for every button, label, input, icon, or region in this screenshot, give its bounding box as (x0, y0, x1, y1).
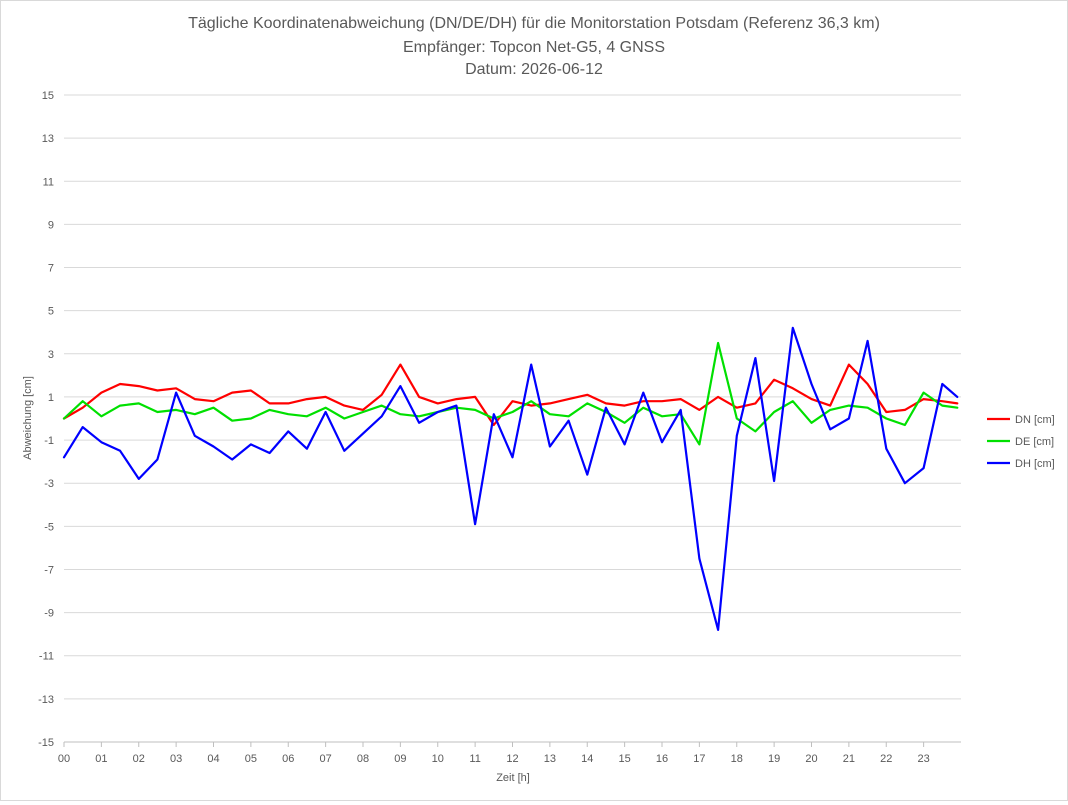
x-tick-label: 19 (768, 753, 780, 765)
x-tick-label: 00 (58, 753, 70, 765)
y-axis-title: Abweichung [cm] (22, 376, 34, 460)
x-tick-label: 09 (394, 753, 406, 765)
series-line-dh (62, 326, 959, 632)
y-tick-label: 9 (48, 219, 54, 231)
y-tick-label: 5 (48, 306, 54, 318)
x-tick-label: 06 (282, 753, 294, 765)
x-tick-label: 02 (133, 753, 145, 765)
x-tick-label: 10 (432, 753, 444, 765)
x-tick-label: 20 (805, 753, 817, 765)
series-line-dn (62, 363, 959, 427)
y-tick-label: 11 (43, 176, 54, 188)
y-tick-label: -15 (38, 737, 54, 749)
series-line-de (62, 341, 959, 446)
y-tick-label: -9 (44, 608, 54, 620)
x-axis-title: Zeit [h] (496, 772, 530, 784)
x-tick-label: 22 (880, 753, 892, 765)
x-tick-label: 14 (581, 753, 593, 765)
y-tick-label: -1 (44, 435, 54, 447)
y-tick-label: 3 (48, 349, 54, 361)
x-tick-label: 16 (656, 753, 668, 765)
series-lines (62, 326, 959, 632)
x-tick-label: 01 (95, 753, 107, 765)
legend-label-de: DE [cm] (1015, 436, 1054, 448)
x-tick-label: 17 (693, 753, 705, 765)
y-tick-label: 13 (42, 133, 54, 145)
y-tick-label: -13 (38, 694, 54, 706)
y-tick-label: 15 (42, 90, 54, 102)
y-tick-label: 7 (48, 263, 54, 275)
x-tick-label: 03 (170, 753, 182, 765)
y-tick-label: -11 (39, 651, 54, 663)
x-tick-label: 08 (357, 753, 369, 765)
legend-label-dh: DH [cm] (1015, 458, 1055, 470)
x-tick-label: 23 (918, 753, 930, 765)
x-tick-label: 15 (619, 753, 631, 765)
chart-title: Tägliche Koordinatenabweichung (DN/DE/DH… (188, 15, 880, 78)
x-tick-label: 11 (469, 753, 480, 765)
y-tick-label: -5 (44, 521, 54, 533)
x-tick-label: 18 (731, 753, 743, 765)
legend: DN [cm] DE [cm] DH [cm] (987, 414, 1055, 470)
chart-title-line-2: Empfänger: Topcon Net-G5, 4 GNSS (403, 39, 665, 56)
x-tick-label: 12 (506, 753, 518, 765)
y-tick-label: -3 (44, 478, 54, 490)
gridlines (64, 94, 961, 743)
legend-label-dn: DN [cm] (1015, 414, 1055, 426)
chart-title-line-3: Datum: 2026-06-12 (465, 61, 603, 78)
y-axis-ticks: 15 13 11 9 7 5 3 1 -1 -3 -5 -7 -9 -11 -13 -15 (38, 90, 54, 749)
x-tick-label: 05 (245, 753, 257, 765)
x-axis-ticks: 00 01 02 03 04 05 06 07 08 09 10 11 12 13 14 15 16 17 18 19… (58, 742, 930, 765)
chart-title-line-1: Tägliche Koordinatenabweichung (DN/DE/DH… (188, 15, 880, 32)
x-tick-label: 07 (320, 753, 332, 765)
y-tick-label: 1 (48, 392, 54, 404)
y-tick-label: -7 (44, 564, 54, 576)
x-tick-label: 13 (544, 753, 556, 765)
x-tick-label: 21 (843, 753, 855, 765)
x-tick-label: 04 (207, 753, 219, 765)
